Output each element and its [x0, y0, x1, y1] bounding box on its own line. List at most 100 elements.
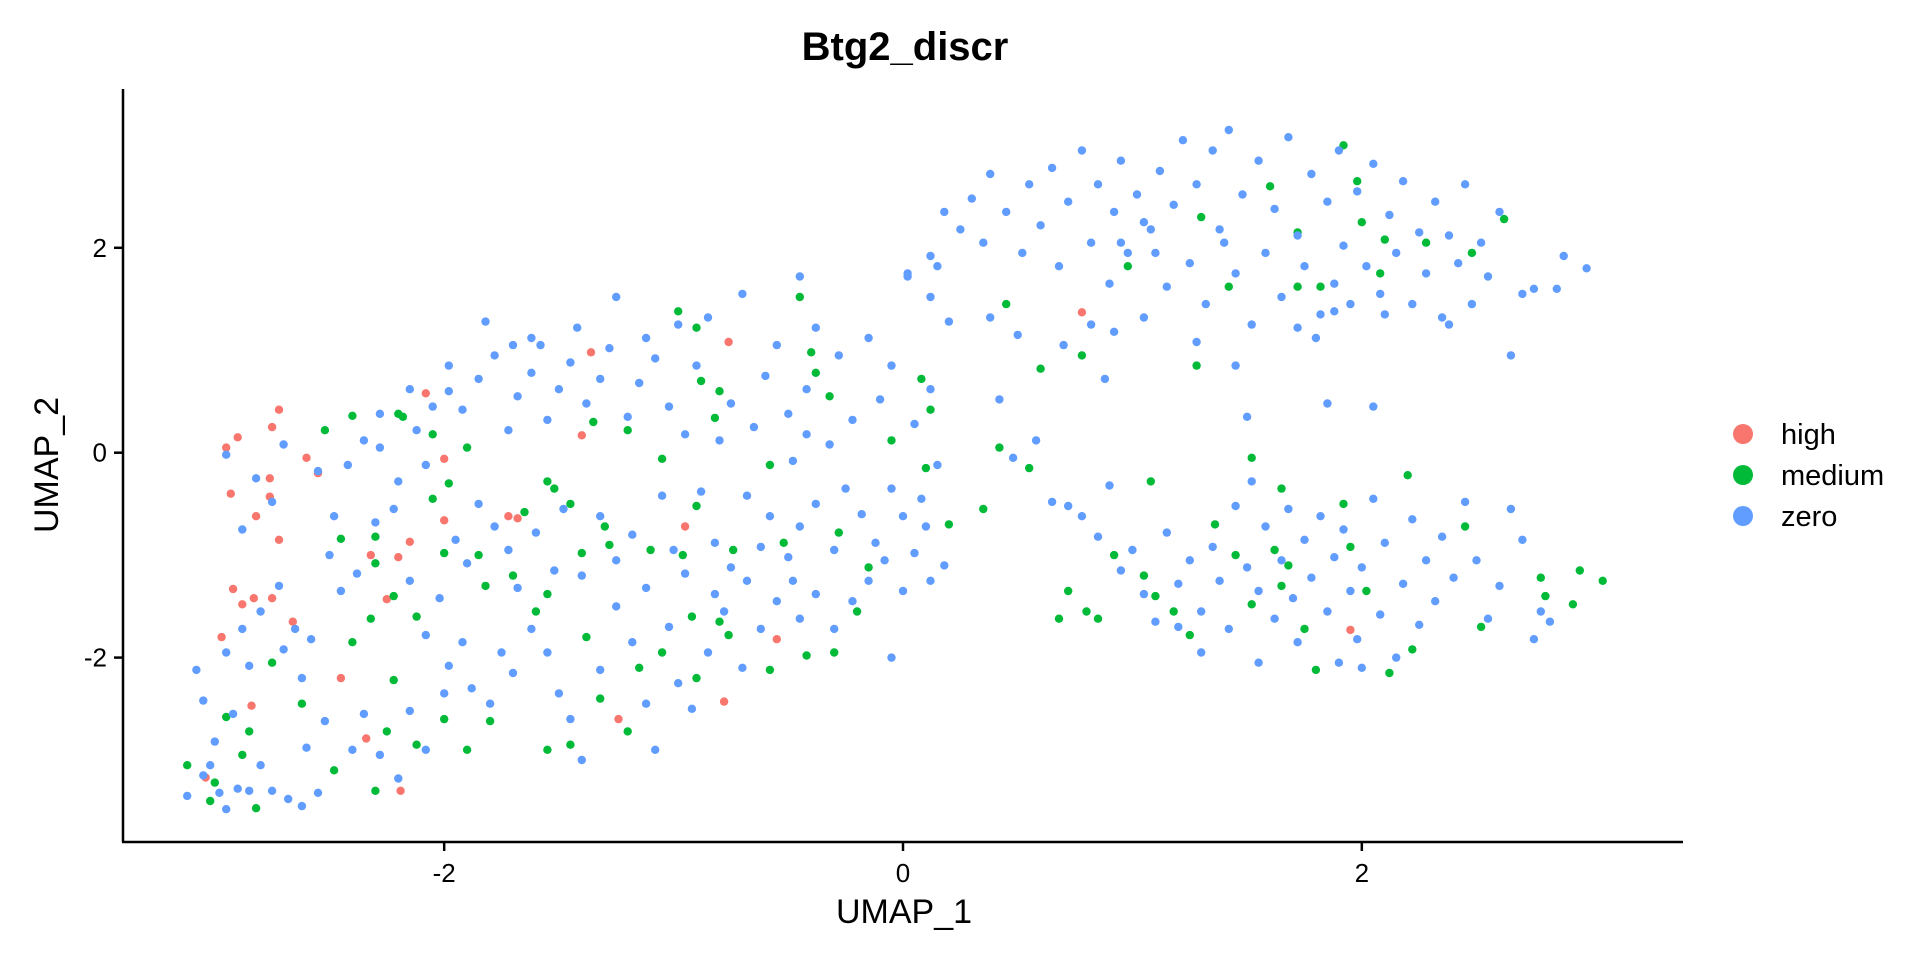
point-zero: [1316, 310, 1325, 319]
point-medium: [635, 663, 644, 672]
point-zero: [940, 207, 949, 217]
point-zero: [215, 788, 224, 797]
x-tick-label: -2: [433, 858, 456, 888]
point-medium: [1139, 571, 1149, 580]
point-zero: [628, 530, 637, 539]
point-zero: [199, 696, 208, 705]
point-zero: [405, 576, 414, 585]
point-medium: [1231, 550, 1240, 560]
point-zero: [1330, 307, 1339, 316]
point-medium: [1197, 212, 1206, 222]
point-zero: [811, 589, 820, 599]
point-zero: [1277, 292, 1286, 302]
point-zero: [559, 504, 568, 514]
point-medium: [382, 727, 391, 736]
point-medium: [543, 589, 552, 599]
point-zero: [696, 487, 706, 496]
point-zero: [1047, 497, 1057, 507]
point-zero: [1270, 204, 1279, 214]
point-medium: [1002, 299, 1011, 309]
point-medium: [1064, 586, 1073, 596]
point-zero: [336, 586, 346, 596]
point-zero: [1254, 156, 1263, 165]
point-zero: [910, 419, 919, 429]
point-zero: [1093, 180, 1103, 189]
point-medium: [1380, 235, 1390, 244]
point-medium: [674, 307, 683, 316]
point-high: [1346, 625, 1355, 635]
point-medium: [1403, 471, 1412, 480]
point-zero: [256, 607, 265, 616]
point-medium: [251, 804, 261, 813]
point-zero: [1247, 477, 1256, 486]
point-medium: [1346, 542, 1355, 552]
point-zero: [1330, 553, 1339, 562]
point-zero: [527, 368, 536, 377]
point-medium: [462, 745, 472, 754]
point-medium: [715, 617, 724, 626]
point-zero: [1064, 501, 1073, 511]
point-zero: [1369, 494, 1378, 503]
point-zero: [1238, 190, 1247, 199]
point-zero: [605, 344, 614, 353]
point-medium: [462, 443, 472, 452]
point-zero: [290, 624, 300, 634]
point-medium: [887, 436, 896, 445]
point-medium: [715, 387, 724, 396]
point-zero: [1311, 333, 1321, 343]
point-medium: [577, 548, 586, 558]
point-zero: [297, 801, 307, 811]
point-high: [251, 512, 261, 521]
point-zero: [1495, 581, 1504, 591]
points-layer: [183, 125, 1607, 814]
point-zero: [1109, 207, 1119, 217]
chart-title: Btg2_discr: [802, 25, 1009, 69]
point-zero: [405, 706, 414, 716]
point-zero: [440, 689, 449, 698]
point-zero: [1334, 146, 1344, 155]
point-zero: [1018, 248, 1027, 258]
point-zero: [1316, 512, 1325, 521]
point-medium: [710, 413, 720, 423]
point-zero: [1330, 279, 1339, 288]
point-medium: [440, 548, 449, 558]
point-zero: [1270, 614, 1279, 623]
point-zero: [1174, 579, 1183, 588]
point-zero: [1398, 177, 1408, 186]
point-zero: [274, 581, 284, 591]
point-medium: [1270, 545, 1279, 555]
point-zero: [802, 430, 811, 439]
point-medium: [566, 740, 575, 749]
point-high: [233, 433, 242, 442]
point-zero: [1247, 320, 1256, 329]
point-zero: [1552, 284, 1562, 293]
point-high: [1077, 308, 1087, 317]
point-medium: [474, 550, 483, 560]
point-zero: [1357, 563, 1367, 572]
point-zero: [238, 525, 247, 534]
point-high: [504, 512, 513, 521]
point-zero: [1201, 299, 1211, 309]
point-zero: [1437, 313, 1447, 322]
point-high: [680, 522, 690, 531]
point-medium: [267, 658, 277, 667]
point-zero: [513, 583, 522, 593]
point-medium: [1541, 591, 1550, 601]
point-zero: [1476, 238, 1486, 247]
point-zero: [267, 786, 277, 795]
point-zero: [1495, 207, 1504, 217]
point-zero: [1086, 238, 1096, 247]
point-zero: [1197, 607, 1206, 616]
point-zero: [834, 351, 843, 360]
point-medium: [917, 374, 926, 384]
point-medium: [1247, 453, 1256, 462]
point-zero: [513, 392, 522, 401]
point-zero: [1185, 556, 1195, 565]
point-zero: [795, 272, 804, 281]
point-zero: [1284, 504, 1293, 514]
point-zero: [1408, 299, 1417, 309]
point-zero: [1506, 351, 1516, 360]
point-zero: [485, 699, 495, 708]
point-zero: [267, 497, 277, 507]
point-zero: [462, 559, 472, 568]
